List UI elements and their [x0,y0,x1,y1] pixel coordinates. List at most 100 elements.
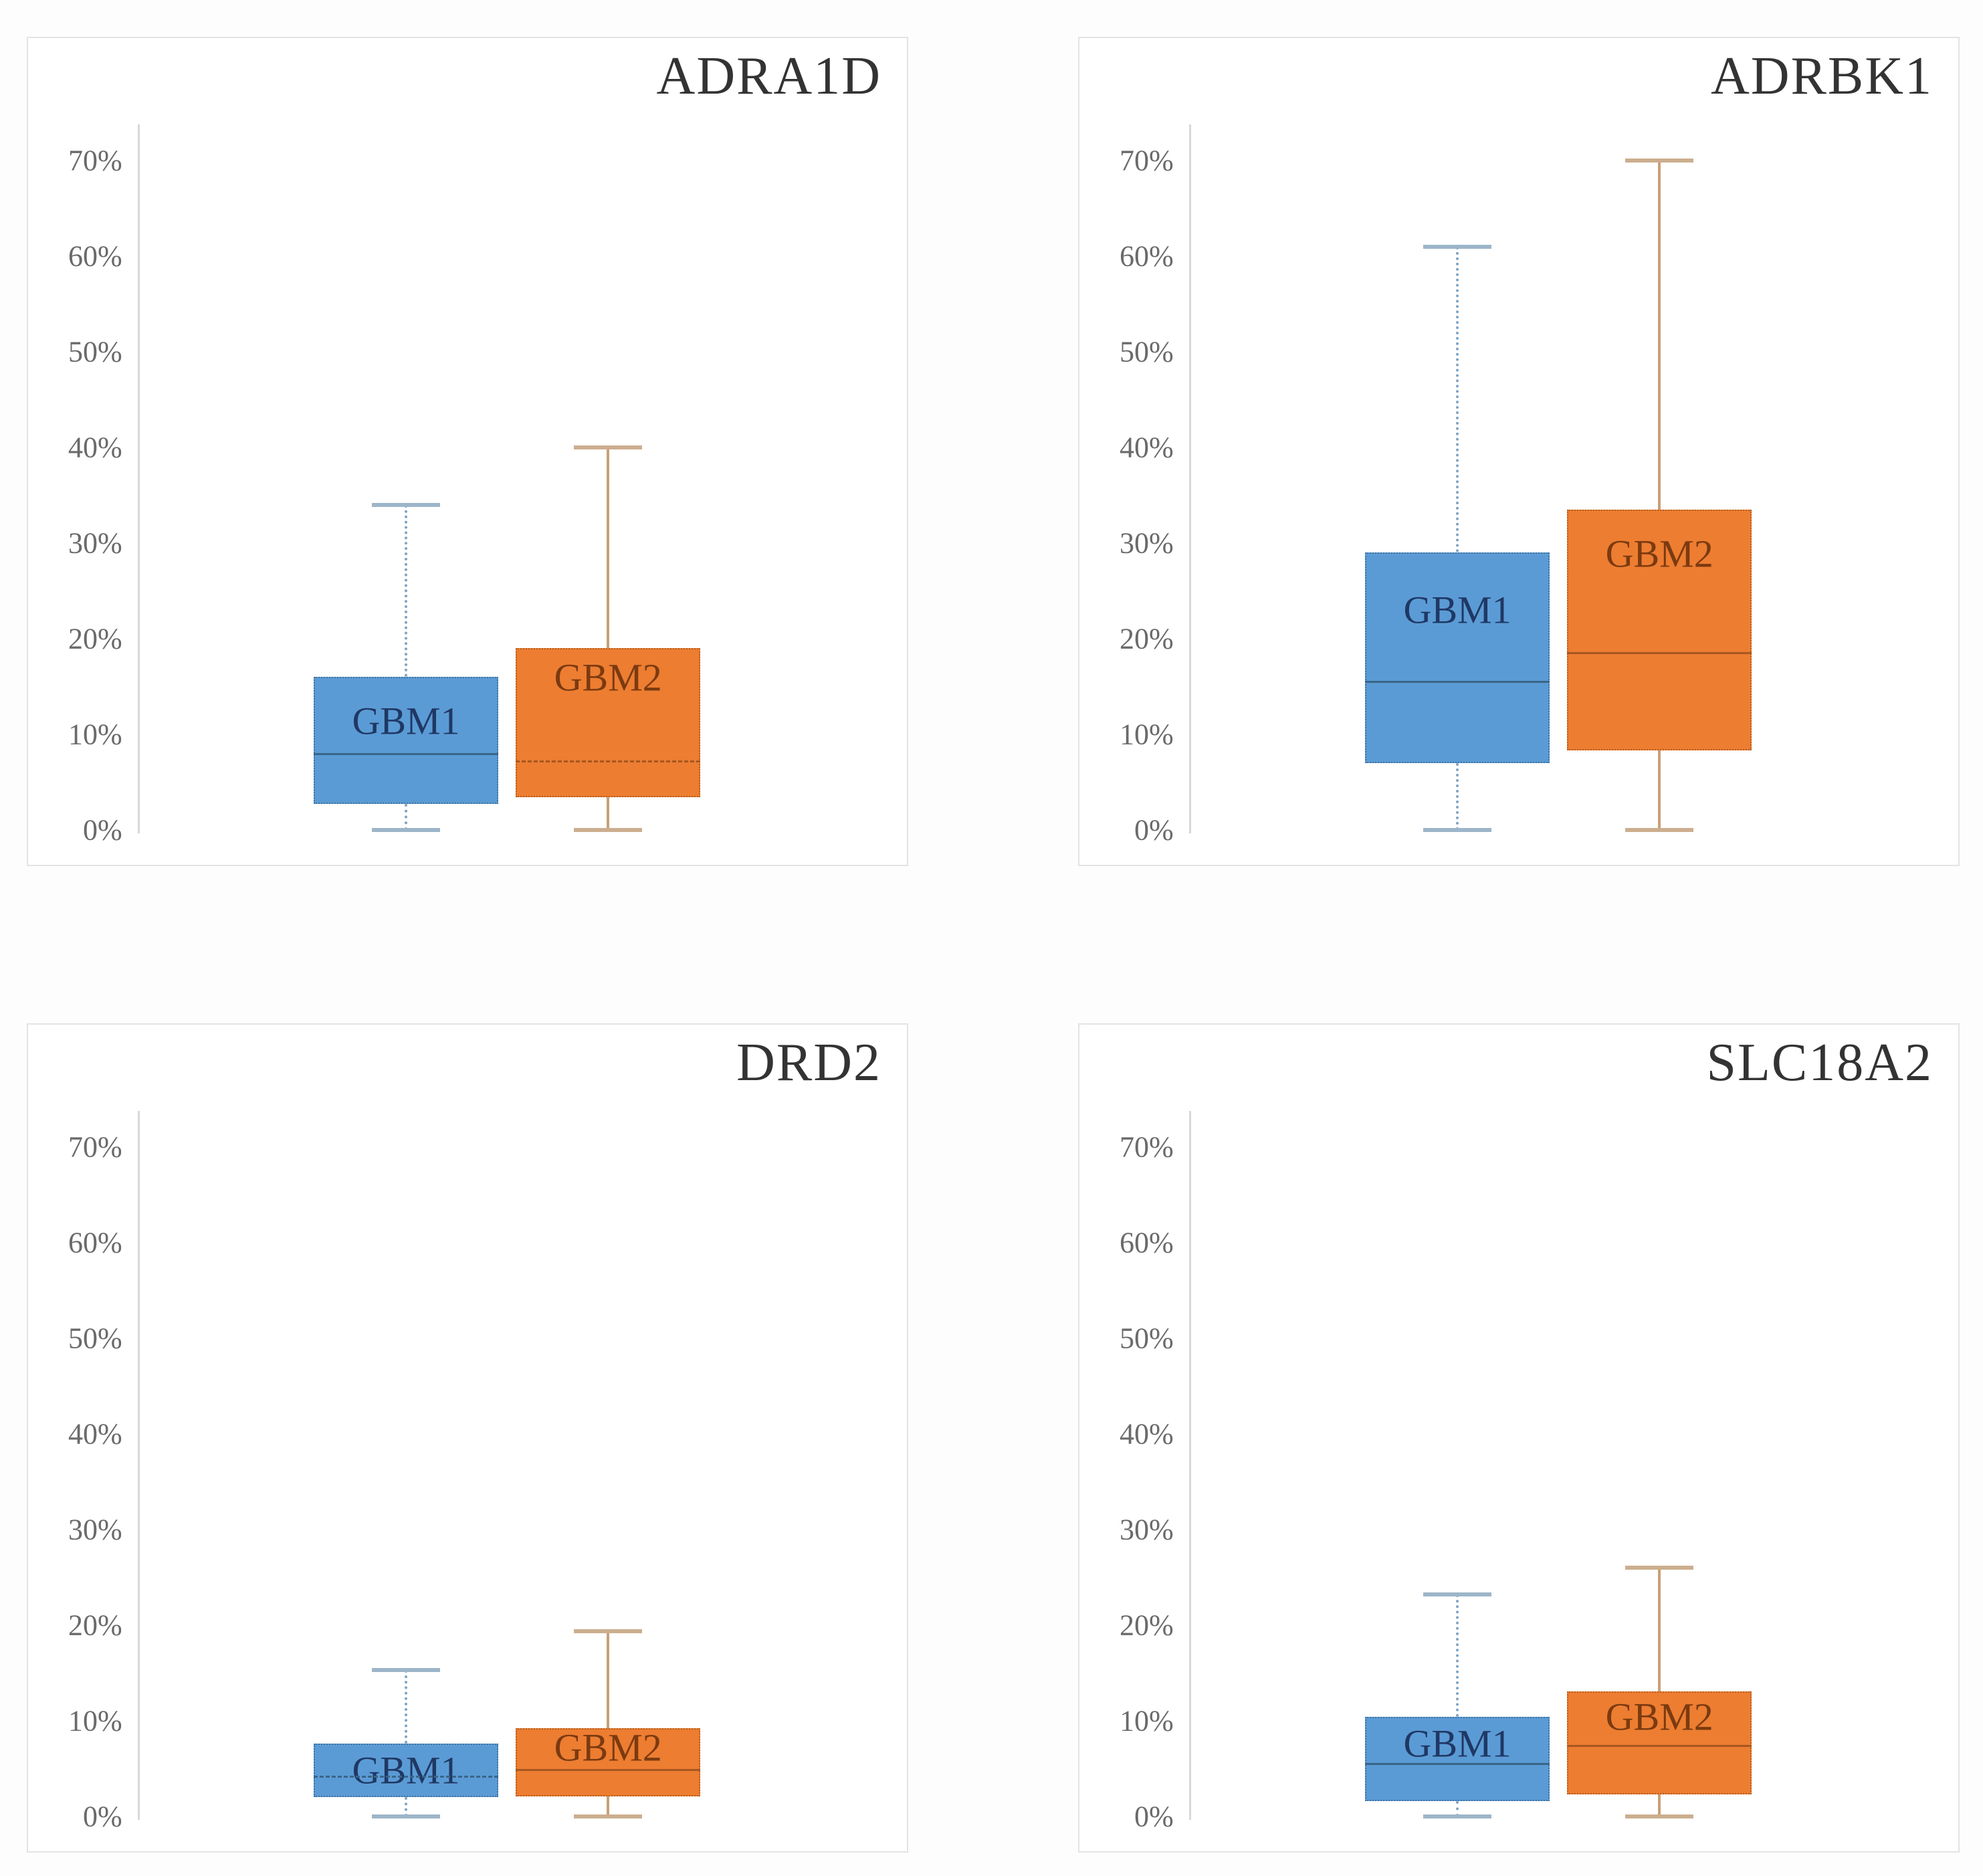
gbm1-upper-whisker [405,1670,408,1744]
gbm2-label: GBM2 [1605,1695,1713,1739]
gbm2-lower-whisker [607,797,610,831]
y-axis-tick-label: 30% [68,526,122,560]
chart-panel-adra1d: ADRA1D 70% 60% 50% 40% 30% 20% 10% 0% GBM1 GBM2 [27,37,908,866]
gbm2-box: GBM2 [516,1726,701,1797]
y-axis-tick-label: 70% [1119,144,1174,177]
gbm1-upper-whisker [1456,246,1459,553]
y-axis-line [1189,124,1192,834]
gbm2-upper-whisker [607,1631,610,1729]
gbm2-lower-whisker [1658,750,1661,831]
y-axis-tick-label: 40% [68,1417,122,1451]
y-axis-line [138,124,140,834]
y-axis-tick-label: 30% [1119,526,1174,560]
gbm2-max-cap [1625,158,1694,163]
gbm1-box: GBM1 [1365,552,1550,763]
y-axis-tick-label: 50% [1119,335,1174,369]
y-axis-tick-label: 50% [68,1322,122,1355]
gbm2-median-line [1567,652,1752,655]
gbm1-max-cap [1423,1592,1492,1597]
gbm2-max-cap [573,445,643,449]
gbm1-label: GBM1 [1403,1722,1511,1766]
y-axis-tick-label: 50% [68,335,122,369]
gbm1-median-line [314,752,498,755]
y-axis-tick-label: 60% [1119,1226,1174,1259]
gbm2-min-cap [1625,828,1694,833]
y-axis-tick-label: 70% [68,144,122,177]
y-axis-tick-label: 60% [68,1226,122,1259]
y-axis-tick-label: 0% [82,813,122,847]
gbm1-median-line [1365,681,1550,684]
gbm2-upper-whisker [1658,160,1661,510]
gbm1-label: GBM1 [352,699,460,743]
chart-panel-slc18a2: SLC18A2 70% 60% 50% 40% 30% 20% 10% 0% GBM1 GBM2 [1078,1023,1960,1853]
y-axis-tick-label: 10% [68,1704,122,1738]
y-axis-tick-label: 60% [1119,239,1174,273]
gbm2-min-cap [573,1814,643,1819]
gbm1-box: GBM1 [1365,1717,1550,1802]
gbm2-median-line [516,1768,701,1771]
y-axis-tick-label: 70% [68,1130,122,1164]
y-axis-line [138,1110,140,1820]
gbm1-min-cap [371,828,441,833]
gbm1-median-line [314,1776,498,1778]
panel-title: DRD2 [736,1033,881,1092]
y-axis-tick-label: 40% [1119,1417,1174,1451]
gbm1-lower-whisker [405,804,408,831]
gbm1-median-line [1365,1763,1550,1766]
y-axis-tick-label: 10% [1119,718,1174,751]
gbm2-label: GBM2 [554,655,662,700]
gbm2-box: GBM2 [1567,509,1752,751]
y-axis-tick-label: 70% [1119,1130,1174,1164]
gbm2-max-cap [573,1629,643,1633]
chart-panel-drd2: DRD2 70% 60% 50% 40% 30% 20% 10% 0% GBM1 GBM2 [27,1023,908,1853]
gbm1-label: GBM1 [352,1748,460,1792]
gbm1-box: GBM1 [314,677,498,805]
y-axis-tick-label: 0% [1134,1800,1174,1833]
y-axis-tick-label: 60% [68,239,122,273]
y-axis-tick-label: 30% [68,1513,122,1546]
gbm2-box: GBM2 [516,648,701,798]
gbm2-upper-whisker [1658,1568,1661,1691]
gbm2-box: GBM2 [1567,1691,1752,1795]
gbm1-box: GBM1 [314,1744,498,1798]
y-axis-tick-label: 30% [1119,1513,1174,1546]
gbm1-max-cap [371,502,441,507]
gbm2-label: GBM2 [554,1726,662,1770]
gbm2-label: GBM2 [1605,532,1713,576]
gbm1-lower-whisker [1456,1801,1459,1817]
y-axis-tick-label: 40% [1119,431,1174,464]
y-axis-tick-label: 0% [82,1800,122,1833]
gbm1-lower-whisker [1456,762,1459,831]
y-axis-tick-label: 20% [68,1608,122,1642]
y-axis-tick-label: 20% [68,622,122,655]
gbm2-lower-whisker [607,1796,610,1817]
gbm2-median-line [1567,1745,1752,1748]
y-axis-line [1189,1110,1192,1820]
gbm2-lower-whisker [1658,1794,1661,1817]
chart-panel-adrbk1: ADRBK1 70% 60% 50% 40% 30% 20% 10% 0% GBM1 GBM2 [1078,37,1960,866]
gbm2-upper-whisker [607,447,610,649]
gbm2-min-cap [1625,1814,1694,1819]
gbm2-max-cap [1625,1566,1694,1570]
panel-title: ADRA1D [656,47,881,106]
gbm1-min-cap [1423,828,1492,833]
y-axis-tick-label: 20% [1119,622,1174,655]
y-axis-tick-label: 10% [68,718,122,751]
gbm1-lower-whisker [405,1797,408,1817]
y-axis-tick-label: 20% [1119,1608,1174,1642]
gbm1-upper-whisker [1456,1594,1459,1717]
y-axis-tick-label: 10% [1119,1704,1174,1738]
gbm1-min-cap [371,1814,441,1819]
gbm1-label: GBM1 [1403,588,1511,632]
y-axis-tick-label: 0% [1134,813,1174,847]
panel-title: SLC18A2 [1706,1033,1933,1092]
gbm2-median-line [516,760,701,763]
y-axis-tick-label: 50% [1119,1322,1174,1355]
gbm1-min-cap [1423,1814,1492,1819]
gbm1-max-cap [371,1668,441,1673]
gbm1-upper-whisker [405,504,408,678]
panel-title: ADRBK1 [1710,47,1933,106]
y-axis-tick-label: 40% [68,431,122,464]
gbm1-max-cap [1423,244,1492,249]
